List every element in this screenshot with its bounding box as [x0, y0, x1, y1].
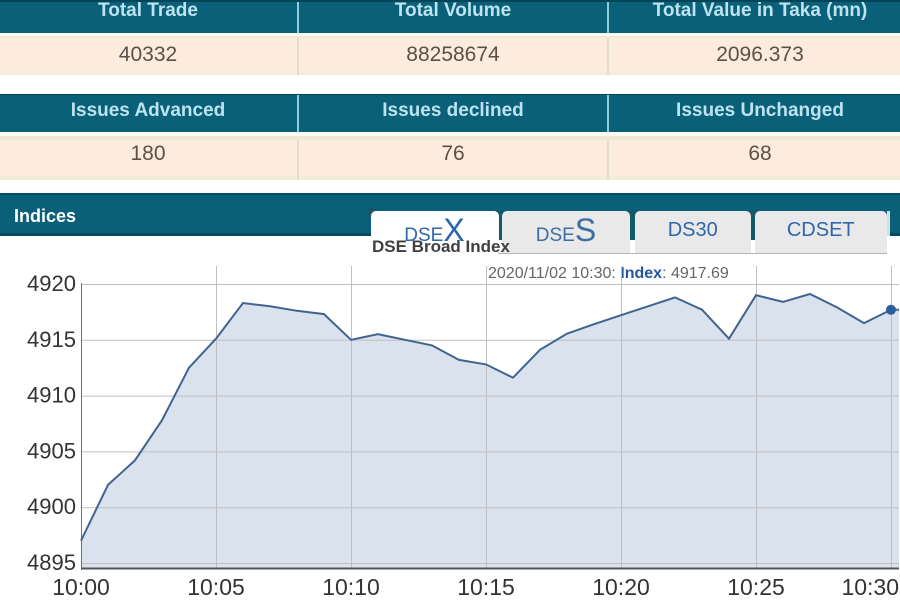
svg-text:10:10: 10:10	[322, 574, 380, 600]
svg-text:10:25: 10:25	[727, 574, 785, 600]
svg-text:4905: 4905	[27, 438, 76, 463]
svg-text:10:00: 10:00	[52, 574, 110, 600]
svg-text:4900: 4900	[27, 494, 76, 519]
svg-text:10:20: 10:20	[592, 574, 650, 600]
svg-text:4915: 4915	[27, 327, 76, 352]
svg-text:4910: 4910	[27, 383, 76, 408]
svg-text:10:15: 10:15	[457, 574, 515, 600]
svg-text:10:30: 10:30	[841, 574, 899, 600]
svg-text:10:05: 10:05	[187, 574, 245, 600]
svg-text:4920: 4920	[27, 271, 76, 296]
svg-text:4895: 4895	[27, 550, 76, 575]
